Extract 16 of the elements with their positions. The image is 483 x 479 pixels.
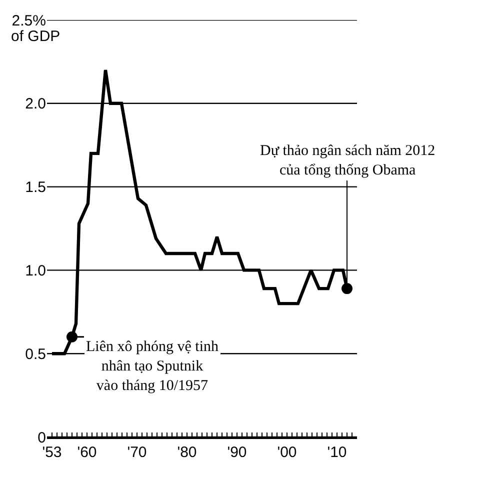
y-tick-label: 0.5 <box>25 346 46 363</box>
x-tick-label: '80 <box>177 444 197 461</box>
x-tick-label: '10 <box>327 444 347 461</box>
x-tick-label: '90 <box>227 444 247 461</box>
x-tick-label: '53 <box>42 444 62 461</box>
y-tick-label: 1.5 <box>25 179 46 196</box>
x-tick-label: '70 <box>127 444 147 461</box>
y-tick-label: 2.0 <box>25 96 46 113</box>
x-tick-label: '00 <box>277 444 297 461</box>
y-axis-title: of GDP <box>11 28 60 45</box>
x-tick-label: '60 <box>77 444 97 461</box>
annotation: Dự thảo ngân sách năm 2012 của tổng thống Obama <box>260 143 436 178</box>
y-tick-label: 1.0 <box>25 262 46 280</box>
y-tick-label: 0 <box>38 429 46 446</box>
annotation: Liên xô phóng vệ tinh nhân tạo Sputnik vào tháng 10/1957 <box>86 339 219 394</box>
y-tick-label: 2.5% <box>12 12 46 30</box>
